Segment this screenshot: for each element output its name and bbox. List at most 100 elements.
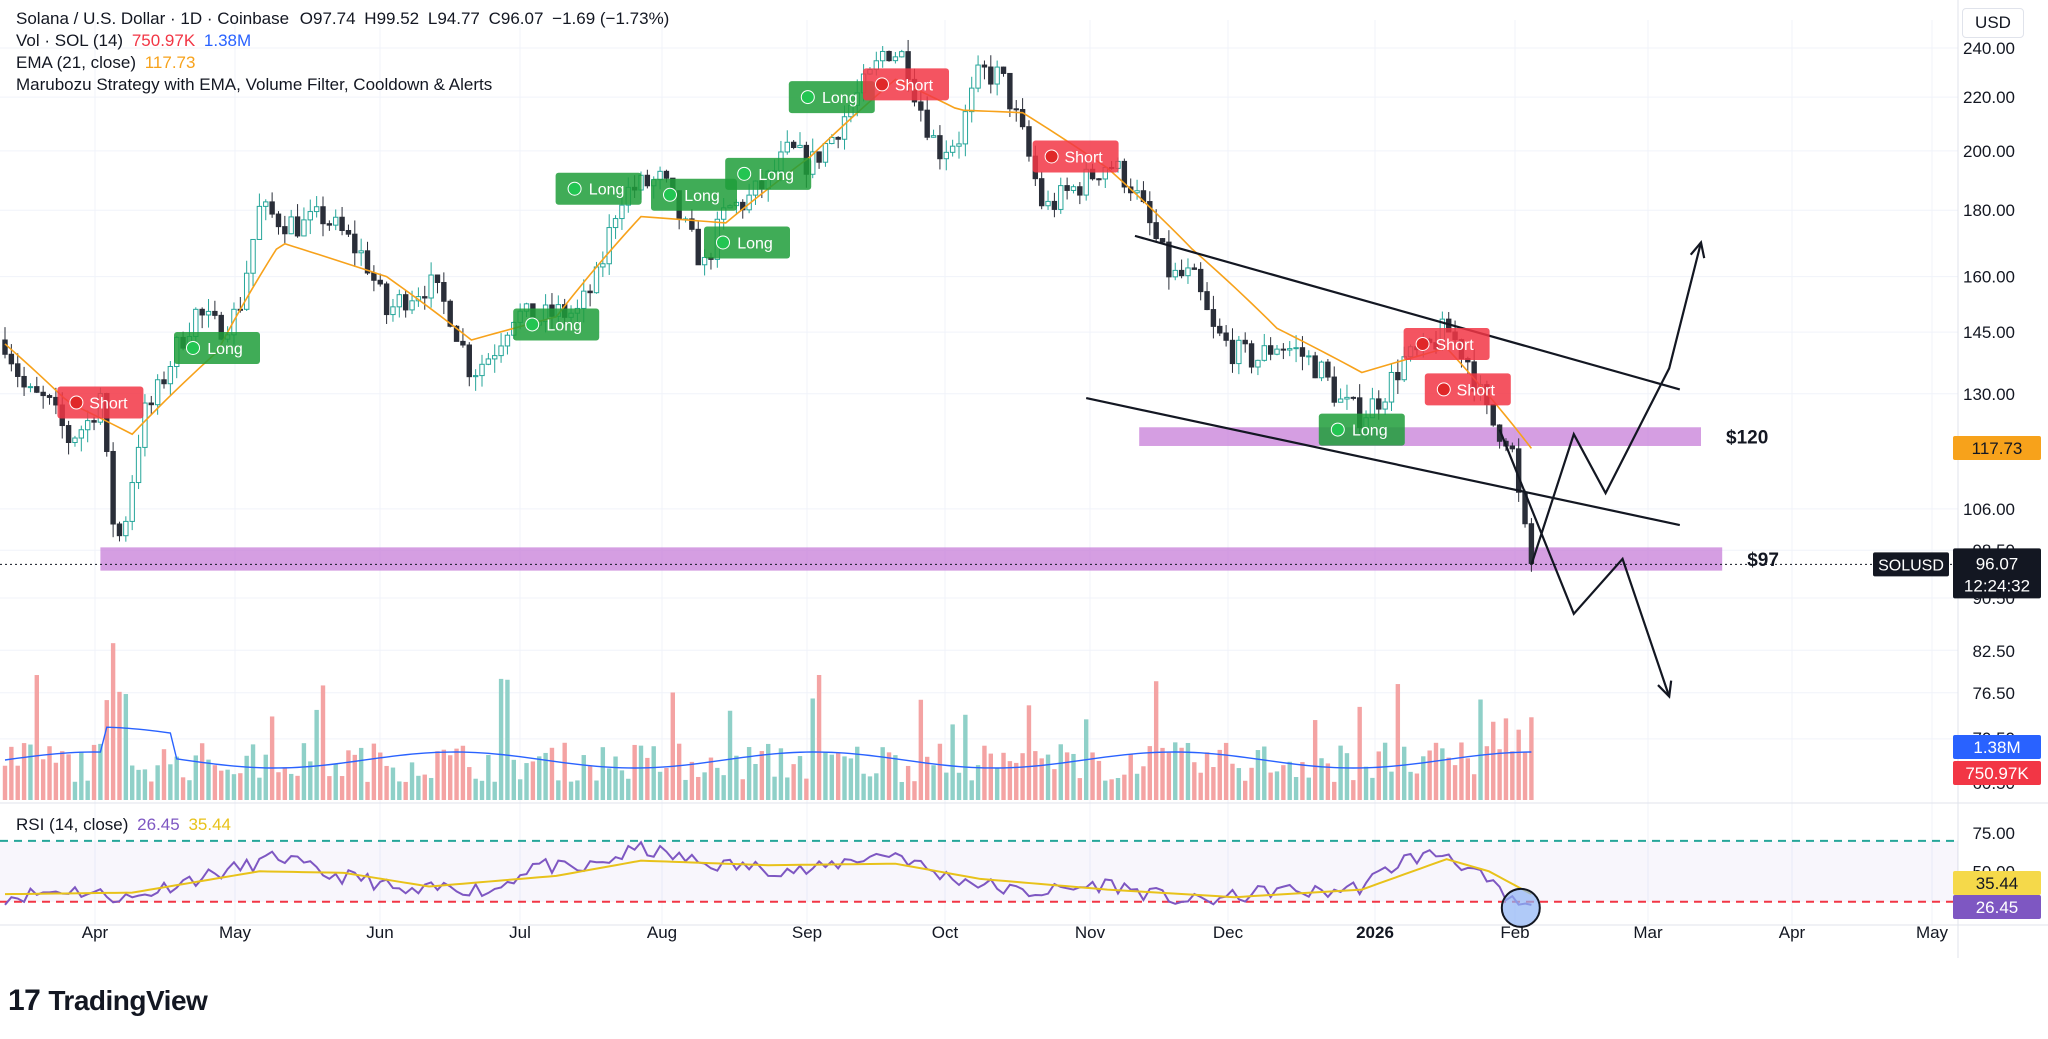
time-tick-label: Jun — [366, 923, 393, 942]
descending-channel — [1085, 234, 1681, 527]
candle-body — [981, 64, 988, 68]
signal-badge — [1424, 373, 1511, 406]
candle-body — [1178, 269, 1185, 277]
volume-bar — [874, 773, 879, 800]
volume-bar — [1465, 758, 1470, 800]
volume-bar — [632, 744, 637, 800]
volume-bar — [384, 765, 389, 800]
volume-bar — [689, 761, 695, 800]
volume-bar — [2, 765, 8, 800]
volume-bar — [1332, 781, 1337, 800]
volume-bar — [1122, 774, 1127, 800]
volume-bar — [397, 781, 402, 800]
rsi-highlight-circle — [1500, 887, 1541, 928]
volume-bar — [568, 781, 574, 800]
volume-bar — [66, 754, 71, 800]
volume-bar — [21, 743, 27, 800]
candle — [1312, 351, 1318, 379]
candle — [466, 342, 472, 387]
candle-body — [142, 402, 148, 448]
rsi-tick-label: 75.00 — [1972, 824, 2015, 843]
volume-bar — [963, 714, 968, 800]
signal-label: Long — [207, 341, 243, 358]
candle — [1166, 230, 1172, 290]
volume-bar — [1395, 684, 1401, 800]
volume-bar — [918, 699, 924, 800]
time-tick-label: Aug — [647, 923, 677, 942]
candle-body — [263, 201, 269, 207]
volume-bar — [1033, 751, 1038, 800]
legend-strategy-row[interactable]: Marubozu Strategy with EMA, Volume Filte… — [16, 74, 669, 96]
current-price-text: 96.07 — [1976, 554, 2019, 573]
volume-bar — [1363, 766, 1369, 800]
candle — [1019, 98, 1026, 130]
volume-bar — [753, 763, 758, 800]
volume-bar — [1370, 777, 1375, 800]
signal-long: Long — [725, 157, 812, 190]
rsi-ma-value: 35.44 — [188, 815, 231, 834]
candle — [288, 209, 294, 235]
volume-bar — [931, 765, 936, 800]
tradingview-logo-icon: 17 — [8, 984, 41, 1017]
volume-bar — [587, 765, 593, 800]
volume-bar — [85, 780, 90, 800]
candle — [72, 435, 78, 447]
volume-bar — [1529, 717, 1534, 800]
ohlc-close: C96.07 — [488, 9, 544, 28]
candle — [1051, 192, 1058, 218]
candle-body — [1382, 401, 1388, 410]
candle-body — [1159, 238, 1166, 243]
signal-badge — [863, 68, 949, 101]
candle — [924, 96, 930, 141]
legend-ema-row[interactable]: EMA (21, close) 117.73 — [16, 52, 669, 74]
volume-bar — [339, 776, 345, 800]
volume-bar — [371, 743, 377, 800]
volume-bar — [104, 700, 109, 800]
candle-body — [269, 201, 275, 215]
candle — [434, 274, 441, 294]
candle-body — [256, 205, 263, 240]
volume-bar — [1007, 761, 1013, 800]
candle-body — [1255, 359, 1261, 368]
rsi-legend[interactable]: RSI (14, close) 26.45 35.44 — [16, 815, 231, 835]
candle-body — [1236, 339, 1242, 365]
currency-selector[interactable]: USD — [1962, 8, 2024, 38]
volume-bar — [1249, 767, 1254, 800]
volume-bar — [537, 756, 542, 800]
volume-bar — [142, 769, 148, 800]
candle-body — [581, 290, 587, 309]
volume-bar — [91, 744, 97, 800]
signal-long: Long — [651, 178, 737, 211]
rsi-badge: 26.45 — [1953, 895, 2041, 919]
candle-body — [1306, 355, 1312, 358]
time-tick-label: Feb — [1500, 923, 1529, 942]
candle-body — [288, 216, 294, 235]
volume-bar — [1421, 756, 1426, 800]
candle — [135, 434, 142, 490]
projection-line — [1498, 429, 1671, 697]
candle — [1236, 335, 1242, 375]
volume-bar — [231, 774, 237, 800]
signal-label: Short — [895, 77, 934, 94]
signal-label: Long — [1352, 423, 1388, 440]
volume-bar — [835, 752, 841, 800]
candle-body — [72, 437, 78, 444]
candle-body — [937, 135, 943, 160]
volume-bar — [982, 745, 987, 800]
candle — [1242, 332, 1248, 353]
legend-volume-row[interactable]: Vol · SOL (14) 750.97K 1.38M — [16, 30, 669, 52]
candle-body — [447, 300, 453, 327]
candle-body — [988, 66, 994, 85]
candle-body — [892, 56, 899, 62]
candle-body — [154, 379, 161, 406]
ema-line — [4, 78, 1533, 449]
volume-bar — [1166, 752, 1172, 800]
rsi-ma-line — [4, 858, 1532, 899]
support-zone: $97 — [100, 547, 1779, 571]
candle — [142, 394, 148, 457]
candle — [402, 290, 409, 318]
candle — [644, 169, 651, 189]
candle-body — [841, 116, 848, 140]
volume-bar — [1052, 769, 1057, 800]
